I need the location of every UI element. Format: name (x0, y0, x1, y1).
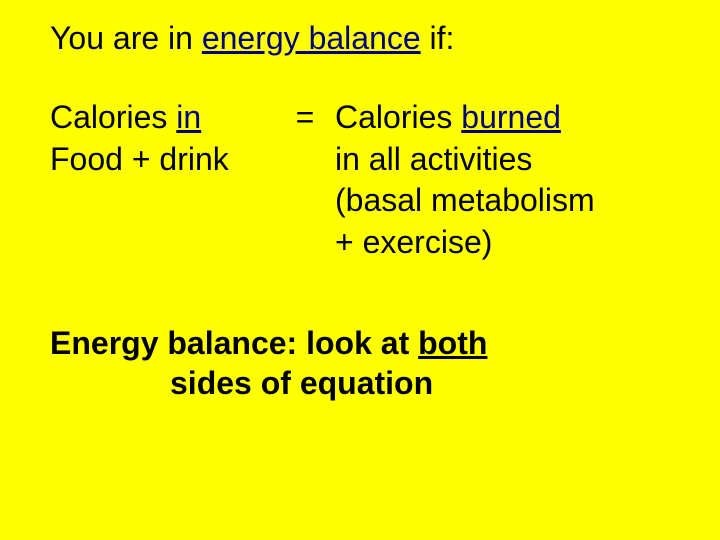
conclusion-line1: Energy balance: look at both (50, 323, 670, 363)
equation-row-2: Food + drink in all activities (50, 139, 670, 181)
title-underlined: energy balance (202, 20, 421, 56)
eq-operator: = (275, 97, 335, 139)
eq-mid-blank3 (275, 180, 335, 222)
eq-mid-blank (275, 139, 335, 181)
title-prefix: You are in (50, 20, 202, 56)
eq-right-line2: in all activities (335, 139, 670, 181)
eq-left-line1: Calories in (50, 97, 275, 139)
equation-row-4: + exercise) (50, 222, 670, 264)
eq-left-blank3 (50, 180, 275, 222)
title-suffix: if: (421, 20, 455, 56)
slide-title: You are in energy balance if: (50, 20, 670, 57)
eq-right-line1-accent: burned (461, 99, 561, 135)
conclusion-line2: sides of equation (50, 363, 670, 403)
eq-left-blank4 (50, 222, 275, 264)
eq-right-line1-prefix: Calories (335, 99, 461, 135)
eq-left-line1-accent: in (176, 99, 201, 135)
eq-left-line1-prefix: Calories (50, 99, 176, 135)
equation-block: Calories in = Calories burned Food + dri… (50, 97, 670, 263)
conclusion-line1-underlined: both (418, 325, 487, 361)
eq-right-line1: Calories burned (335, 97, 670, 139)
conclusion-line1-prefix: Energy balance: look at (50, 325, 418, 361)
eq-mid-blank4 (275, 222, 335, 264)
equation-row-3: (basal metabolism (50, 180, 670, 222)
eq-right-line4: + exercise) (335, 222, 670, 264)
eq-right-line3: (basal metabolism (335, 180, 670, 222)
eq-left-line2: Food + drink (50, 139, 275, 181)
conclusion-block: Energy balance: look at both sides of eq… (50, 323, 670, 403)
equation-row-1: Calories in = Calories burned (50, 97, 670, 139)
